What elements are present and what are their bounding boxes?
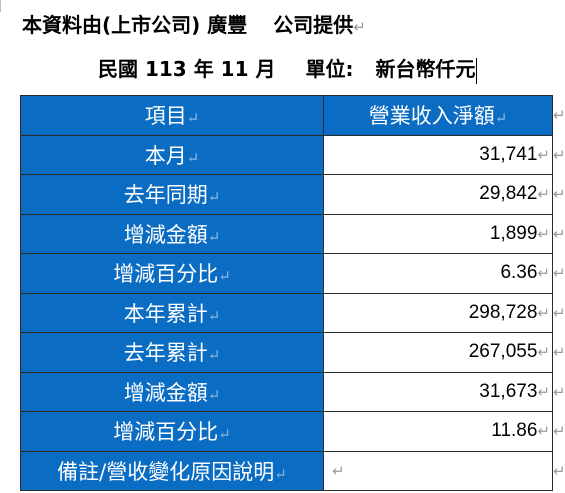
cell-mark-icon: ↵ (274, 464, 287, 483)
row-value-cell[interactable]: 29,842↵ (323, 174, 553, 215)
row-value: 267,055 (468, 341, 538, 363)
row-label-cell[interactable]: 去年同期↵ (20, 174, 324, 215)
row-label-cell[interactable]: 增減金額↵ (20, 213, 324, 254)
page-margin-guide (0, 0, 1, 12)
header-item-cell[interactable]: 項目↵ (20, 95, 324, 136)
text-cursor (476, 57, 478, 84)
row-end-mark-icon: ↵ (553, 304, 565, 322)
row-label-cell[interactable]: 增減金額↵ (20, 371, 324, 412)
period-year: 113 (144, 57, 187, 81)
row-end-mark-icon: ↵ (553, 185, 565, 203)
row-value: 31,673 (479, 380, 538, 402)
table-row: 本年累計↵ 298,728↵ (20, 292, 553, 333)
period-month: 11 (220, 57, 249, 81)
header-item-label: 項目 (144, 104, 187, 129)
cell-mark-icon: ↵ (332, 462, 345, 480)
table-row: 去年累計↵ 267,055↵ (20, 332, 553, 373)
row-value: 29,842 (479, 183, 538, 205)
row-value-cell[interactable]: 6.36↵ (323, 253, 553, 294)
row-end-mark-icon: ↵ (553, 462, 565, 480)
row-end-mark-icon: ↵ (553, 264, 565, 282)
row-label: 去年同期 (123, 183, 208, 208)
cell-mark-icon: ↵ (186, 148, 200, 167)
title-text: 本資料由(上市公司) 廣豐 (22, 13, 248, 37)
row-label: 本月 (144, 143, 187, 168)
row-value-cell[interactable]: 298,728↵ (323, 292, 553, 333)
table-header-row: 項目↵ 營業收入淨額↵ (20, 95, 553, 136)
unit-label: 單位: (305, 57, 354, 81)
row-value-cell[interactable]: 31,673↵ (323, 371, 553, 412)
row-value-cell[interactable]: 267,055↵ (323, 332, 553, 373)
cell-mark-icon: ↵ (207, 385, 221, 404)
cell-mark-icon: ↵ (207, 346, 221, 365)
cell-mark-icon: ↵ (207, 188, 221, 207)
cell-mark-icon: ↵ (537, 423, 550, 441)
report-title: 本資料由(上市公司) 廣豐 公司提供↵ (22, 12, 366, 40)
row-value: 31,741 (479, 143, 538, 165)
row-label-cell[interactable]: 本月↵ (20, 134, 324, 175)
row-label: 去年累計 (123, 341, 208, 366)
row-value: 6.36 (500, 262, 538, 284)
cell-mark-icon: ↵ (537, 304, 550, 322)
row-end-mark-icon: ↵ (553, 422, 565, 440)
row-value: 11.86 (491, 420, 538, 442)
cell-mark-icon: ↵ (218, 425, 231, 444)
period-month-unit: 月 (255, 57, 276, 81)
row-value-cell[interactable]: 31,741↵ (323, 134, 553, 175)
row-end-mark-icon: ↵ (553, 106, 565, 124)
cell-mark-icon: ↵ (537, 344, 550, 362)
revenue-table: 項目↵ 營業收入淨額↵ 本月↵ 31,741↵ 去年同期↵ 29,842↵ 增減… (20, 95, 553, 491)
row-end-mark-icon: ↵ (553, 383, 565, 401)
cell-mark-icon: ↵ (537, 265, 550, 283)
row-end-mark-icon: ↵ (553, 146, 565, 164)
row-label: 增減百分比 (113, 420, 219, 445)
table-row: 備註/營收變化原因說明↵ ↵ (20, 450, 553, 491)
row-value: 1,899 (489, 222, 538, 244)
row-label-cell[interactable]: 增減百分比↵ (20, 411, 324, 452)
table-row: 增減金額↵ 1,899↵ (20, 213, 553, 254)
row-label-cell[interactable]: 備註/營收變化原因說明↵ (20, 450, 324, 491)
title-suffix: 公司提供 (273, 13, 354, 37)
cell-mark-icon: ↵ (186, 109, 200, 128)
row-end-mark-icon: ↵ (553, 343, 565, 361)
period-prefix: 民國 (98, 57, 138, 81)
cell-mark-icon: ↵ (494, 109, 508, 128)
cell-mark-icon: ↵ (207, 306, 221, 325)
row-label: 增減金額 (123, 380, 208, 405)
cell-mark-icon: ↵ (537, 186, 550, 204)
row-value: 298,728 (468, 301, 538, 323)
row-label-cell[interactable]: 增減百分比↵ (20, 253, 324, 294)
table-row: 去年同期↵ 29,842↵ (20, 174, 553, 215)
unit-value: 新台幣仟元 (375, 57, 476, 81)
row-end-mark-icon: ↵ (553, 225, 565, 243)
cell-mark-icon: ↵ (537, 225, 550, 243)
row-label: 增減金額 (123, 222, 208, 247)
row-label-cell[interactable]: 去年累計↵ (20, 332, 324, 373)
row-value-cell[interactable]: ↵ (323, 450, 553, 491)
row-label: 備註/營收變化原因說明 (57, 459, 275, 484)
paragraph-mark-icon: ↵ (353, 18, 366, 36)
report-period: 民國 113 年 11 月 單位: 新台幣仟元 (98, 55, 478, 84)
cell-mark-icon: ↵ (207, 227, 221, 246)
row-label: 增減百分比 (113, 262, 219, 287)
header-value-label: 營業收入淨額 (368, 104, 495, 129)
period-year-unit: 年 (193, 57, 214, 81)
header-value-cell[interactable]: 營業收入淨額↵ (323, 95, 553, 136)
row-value-cell[interactable]: 11.86↵ (323, 411, 553, 452)
table-row: 本月↵ 31,741↵ (20, 134, 553, 175)
row-label-cell[interactable]: 本年累計↵ (20, 292, 324, 333)
table-row: 增減金額↵ 31,673↵ (20, 371, 553, 412)
cell-mark-icon: ↵ (537, 383, 550, 401)
table-row: 增減百分比↵ 11.86↵ (20, 411, 553, 452)
cell-mark-icon: ↵ (537, 146, 550, 164)
row-value-cell[interactable]: 1,899↵ (323, 213, 553, 254)
cell-mark-icon: ↵ (218, 267, 231, 286)
row-label: 本年累計 (123, 301, 208, 326)
table-row: 增減百分比↵ 6.36↵ (20, 253, 553, 294)
